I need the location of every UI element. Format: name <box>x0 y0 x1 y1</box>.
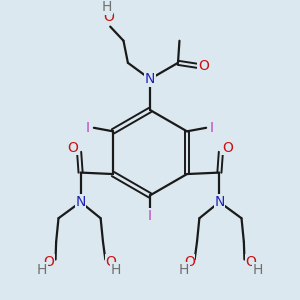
Text: I: I <box>148 209 152 223</box>
Text: N: N <box>145 72 155 86</box>
Text: O: O <box>105 255 116 269</box>
Text: O: O <box>184 255 195 269</box>
Text: H: H <box>179 263 189 277</box>
Text: N: N <box>214 195 225 209</box>
Text: N: N <box>75 195 86 209</box>
Text: I: I <box>210 121 214 135</box>
Text: O: O <box>222 140 233 154</box>
Text: I: I <box>86 121 90 135</box>
Text: O: O <box>44 255 55 269</box>
Text: O: O <box>103 10 114 24</box>
Text: H: H <box>101 0 112 14</box>
Text: H: H <box>253 263 263 277</box>
Text: H: H <box>37 263 47 277</box>
Text: H: H <box>111 263 121 277</box>
Text: O: O <box>67 140 78 154</box>
Text: O: O <box>198 59 209 73</box>
Text: O: O <box>245 255 256 269</box>
